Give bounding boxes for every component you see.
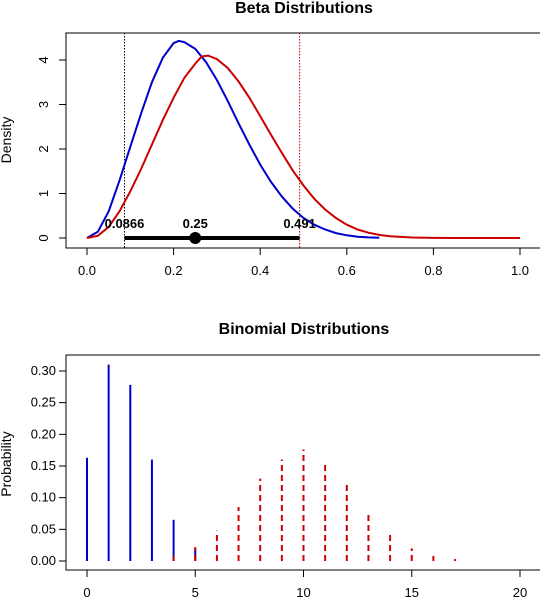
binomial-x-tick-label: 5 bbox=[192, 585, 199, 600]
interval-label: 0.0866 bbox=[105, 216, 145, 231]
binomial-y-tick-label: 0.00 bbox=[31, 553, 56, 568]
point-estimate-marker bbox=[189, 232, 202, 244]
beta-axes: 0.0 0.2 0.4 0.6 0.8 1.0 0 1 2 3 4 bbox=[36, 56, 529, 278]
beta-x-tick-label: 0.6 bbox=[338, 263, 356, 278]
interval-label: 0.25 bbox=[183, 216, 208, 231]
binomial-y-tick-label: 0.15 bbox=[31, 458, 56, 473]
beta-x-tick-label: 0.4 bbox=[251, 263, 269, 278]
beta-y-axis-label: Density bbox=[0, 117, 14, 164]
beta-density-curve bbox=[86, 39, 380, 239]
beta-y-tick-label: 3 bbox=[36, 101, 51, 108]
binomial-y-tick-label: 0.20 bbox=[31, 426, 56, 441]
binomial-axes: 0 5 10 15 20 0.00 0.05 0.10 0.15 0.20 0.25 0.30 bbox=[31, 363, 528, 600]
beta-density-curve bbox=[86, 54, 520, 239]
binomial-y-axis-label: Probability bbox=[0, 431, 14, 496]
beta-y-tick-label: 1 bbox=[36, 190, 51, 197]
beta-chart-title: Beta Distributions bbox=[235, 0, 373, 17]
beta-y-tick-label: 4 bbox=[36, 56, 51, 63]
beta-curves bbox=[86, 39, 520, 239]
interval-label: 0.491 bbox=[283, 216, 316, 231]
binomial-chart: Binomial Distributions Probability 0 5 10 1… bbox=[0, 321, 540, 600]
binomial-y-tick-label: 0.30 bbox=[31, 363, 56, 378]
beta-plot-frame bbox=[65, 32, 540, 249]
beta-credible-interval: 0.0866 0.25 0.491 bbox=[105, 216, 316, 244]
beta-chart: Beta Distributions Density 0.0 0.2 0.4 0.6 0… bbox=[0, 0, 540, 278]
beta-x-tick-label: 1.0 bbox=[511, 263, 529, 278]
beta-x-tick-label: 0.8 bbox=[424, 263, 442, 278]
binomial-y-tick-label: 0.10 bbox=[31, 490, 56, 505]
binomial-x-tick-label: 0 bbox=[83, 585, 90, 600]
binomial-x-tick-label: 10 bbox=[296, 585, 310, 600]
binomial-x-tick-label: 15 bbox=[405, 585, 419, 600]
beta-y-tick-label: 2 bbox=[36, 145, 51, 152]
binomial-x-tick-label: 20 bbox=[513, 585, 527, 600]
binomial-bars bbox=[86, 364, 457, 561]
binomial-y-tick-label: 0.05 bbox=[31, 521, 56, 536]
binomial-chart-title: Binomial Distributions bbox=[219, 321, 390, 338]
beta-x-tick-label: 0.0 bbox=[78, 263, 96, 278]
beta-x-tick-label: 0.2 bbox=[165, 263, 183, 278]
beta-y-tick-label: 0 bbox=[36, 234, 51, 241]
binomial-y-tick-label: 0.25 bbox=[31, 395, 56, 410]
